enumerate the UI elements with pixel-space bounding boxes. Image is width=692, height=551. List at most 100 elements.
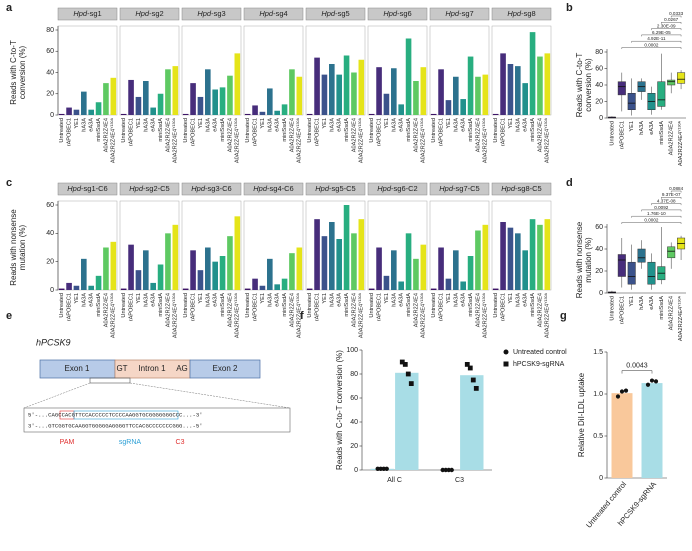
bar [467,56,474,115]
p-value: 9.37E-07 [662,192,681,197]
y-tick-label: 0 [599,290,603,297]
x-tick-label: rAPOBEC1 [439,118,445,146]
x-tick-label: Untreated [369,118,375,143]
facet-title: Hpd-sg3 [197,9,225,18]
facet-title: Hpd-sg8 [507,9,535,18]
bar [336,74,342,115]
y-tick-label: 0 [599,475,603,482]
bar [358,59,365,115]
bar [391,68,397,115]
facet-guide: -sg6 [397,9,412,18]
bracket [651,203,682,206]
x-tick-label: A0A2R2Z4E4Y130A [234,292,241,338]
p-value: 2.30E-09 [657,24,676,29]
gene-name: hPCSK9 [36,337,71,347]
x-tick-label: Untreated [59,293,65,318]
bracket [641,209,682,212]
x-tick-label: A0A2R2Z4E4 [165,293,171,327]
bar [259,111,266,115]
y-axis-label: mutation (%) [18,224,27,270]
label-superscript: Y130A [358,292,362,303]
facet-gene: Hpd [501,184,516,193]
y-tick-label: 1.5 [593,349,603,356]
bar [482,224,489,290]
bar [212,89,218,115]
y-axis-label: Reads with C-to-T [575,53,584,118]
zoom-line [129,382,291,409]
label-superscript: Y130A [544,117,548,128]
facet-header [305,7,366,21]
label-superscript: Y130A [172,292,176,303]
x-tick-label: A0A2R2Z4E4 [413,118,419,152]
x-tick-label: YE1 [384,118,390,129]
x-tick-label: A0A2R2Z4E4Y130A [358,292,365,338]
bar [395,372,419,470]
bar [182,113,189,115]
y-tick-label: 60 [595,224,603,231]
bar [383,93,390,115]
facet-header [243,182,304,196]
facet-title: Hpd-sg2-C5 [129,184,169,193]
y-tick-label: 60 [595,65,603,72]
label-part: A0A2R2Z4E4 [483,129,489,163]
bar [190,250,196,290]
panel-label: f [300,310,304,322]
facet-header [367,7,428,21]
bar [281,278,288,290]
x-tick-label: Untreated [431,293,437,318]
panel-label: d [566,177,573,189]
bar [252,105,258,115]
bar [281,104,288,115]
facet-title: Hpd-sg5-C5 [315,184,355,193]
facet-frame [119,25,180,116]
bar [358,219,365,290]
x-tick-label: Untreated [183,293,189,318]
bar [500,53,506,115]
bar [73,109,80,115]
facet-gene: Hpd [383,9,398,18]
bracket [670,190,682,193]
x-tick-label: A0A2R2Z4E4 [475,293,481,327]
bar [88,285,94,290]
facet-frame [367,200,428,291]
x-tick-label: hA3A [143,118,149,132]
point [405,371,411,377]
facet-guide: -sg3 [211,9,226,18]
bar [343,55,350,115]
x-tick-label: eA3A [275,293,281,307]
bar [157,93,164,115]
bar [306,113,313,115]
bracket [661,197,682,199]
bar [420,244,427,290]
x-tick-label: A0A2R2Z4E4 [289,118,295,152]
y-axis-label: conversion (%) [584,58,593,112]
x-tick-label: miniSsdA [530,118,536,142]
x-tick-label: rAPOBEC1 [191,293,197,321]
label-superscript: Y130A [420,117,424,128]
point [408,381,414,386]
p-value: 0.0333 [669,11,683,16]
x-tick-label: hA3A [267,293,273,307]
y-tick-label: 20 [46,259,54,266]
bar [95,275,102,290]
y-tick-label: 60 [46,48,54,55]
label-superscript: Y130A [678,295,682,306]
exon-label: Exon 1 [65,364,90,373]
bar [234,53,241,115]
intron-label: Intron 1 [138,364,166,373]
bar [296,76,303,115]
bracket [621,370,653,374]
x-tick-label: Untreated [307,118,313,143]
x-tick-label: YE1 [508,118,514,129]
panel-label: c [6,177,12,189]
bar [172,66,179,115]
bar [611,393,633,478]
p-value: 0.0002 [644,217,658,222]
bar [95,102,102,115]
point [467,365,473,371]
bar [376,247,382,290]
bar [438,69,444,115]
bar [460,281,466,290]
x-tick-label: rAPOBEC1 [619,296,625,324]
